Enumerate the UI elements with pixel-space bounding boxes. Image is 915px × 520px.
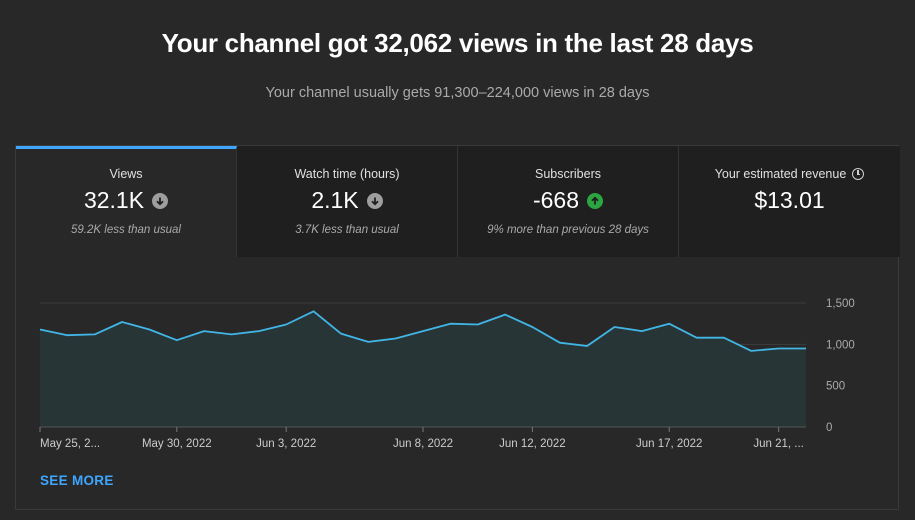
tab-label: Subscribers: [535, 167, 601, 181]
tab-note: 59.2K less than usual: [71, 224, 181, 236]
clock-icon[interactable]: [852, 168, 865, 180]
y-tick-label: 1,500: [826, 298, 855, 310]
tab-watch-time[interactable]: Watch time (hours) 2.1K 3.7K less than u…: [237, 146, 458, 257]
views-chart: 1,500 1,000 500 0 May 25, 2... May 30, 2022 Ju…: [39, 298, 855, 450]
arrow-up-icon: [587, 192, 604, 209]
x-tick-label: May 30, 2022: [142, 438, 212, 450]
tab-value: 32.1K: [83, 187, 145, 213]
x-tick-label: Jun 17, 2022: [636, 438, 703, 450]
tab-estimated-revenue[interactable]: Your estimated revenue $13.01: [679, 146, 900, 257]
tab-label: Your estimated revenue: [714, 167, 847, 181]
series-line[interactable]: [39, 310, 806, 352]
tab-value: 2.1K: [311, 187, 359, 213]
tab-views[interactable]: Views 32.1K 59.2K less than usual: [16, 146, 237, 257]
tab-note: 9% more than previous 28 days: [487, 224, 649, 236]
tab-label: Views: [109, 167, 143, 181]
series-area: [40, 311, 806, 427]
tab-subscribers[interactable]: Subscribers -668 9% more than previous 2…: [458, 146, 679, 257]
y-tick-label: 500: [826, 381, 845, 393]
x-tick-label: May 25, 2...: [40, 438, 100, 450]
tab-label: Watch time (hours): [294, 167, 400, 181]
analytics-card: Views 32.1K 59.2K less than usual Watch …: [15, 145, 900, 510]
arrow-down-icon: [366, 192, 383, 209]
x-tick-label: Jun 3, 2022: [256, 438, 316, 450]
tab-label-row: Your estimated revenue: [679, 167, 900, 181]
y-tick-label: 1,000: [826, 339, 855, 351]
tab-value-row: 32.1K: [16, 187, 236, 214]
metric-tabs: Views 32.1K 59.2K less than usual Watch …: [16, 146, 900, 258]
x-tick-label: Jun 21, ...: [753, 438, 804, 450]
tab-value-row: $13.01: [679, 187, 900, 214]
page-subtitle: Your channel usually gets 91,300–224,000…: [265, 85, 650, 101]
tab-value-row: -668: [458, 187, 678, 214]
x-tick-label: Jun 8, 2022: [393, 438, 453, 450]
see-more-link[interactable]: SEE MORE: [40, 473, 114, 488]
tab-note: 3.7K less than usual: [295, 224, 399, 236]
arrow-down-icon: [152, 192, 169, 209]
tab-value-row: 2.1K: [237, 187, 457, 214]
page-title: Your channel got 32,062 views in the las…: [161, 28, 754, 58]
x-tick-label: Jun 12, 2022: [499, 438, 566, 450]
tab-value: -668: [532, 187, 580, 213]
tab-value: $13.01: [754, 187, 825, 213]
y-tick-label: 0: [826, 422, 832, 434]
